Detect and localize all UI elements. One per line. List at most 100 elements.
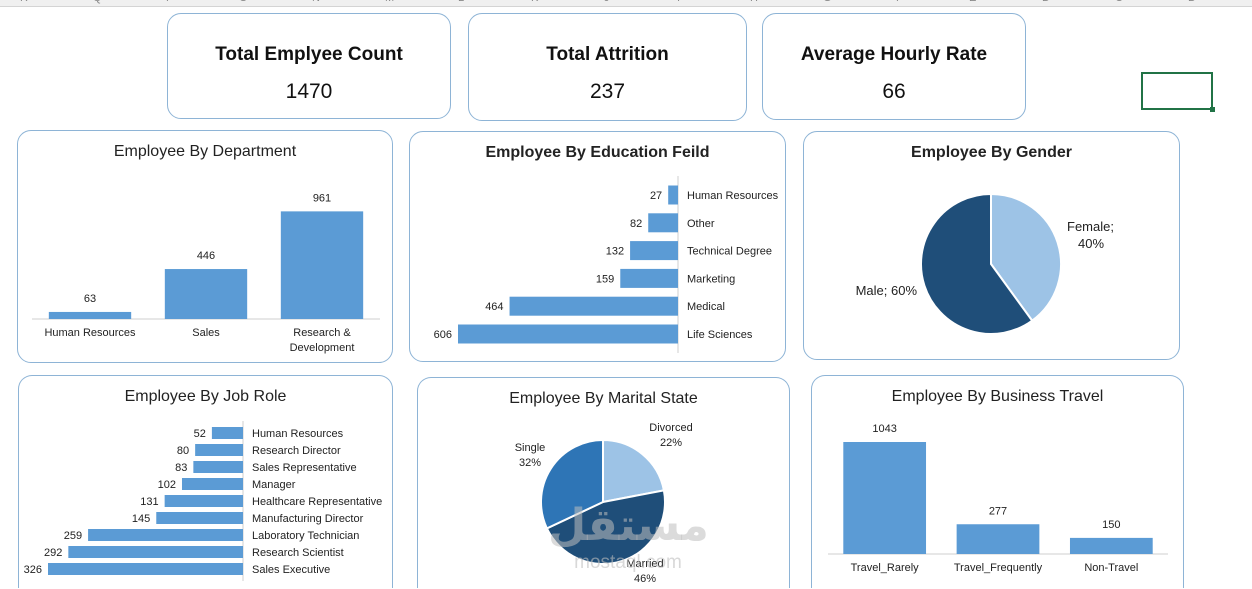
kpi-title: Total Emplyee Count bbox=[215, 44, 403, 65]
tick-label: Life Sciences bbox=[687, 329, 753, 341]
column-letter: N bbox=[312, 0, 320, 4]
data-label: 80 bbox=[177, 445, 189, 457]
data-label: 961 bbox=[313, 192, 331, 204]
bar bbox=[630, 241, 678, 261]
gender-chart: Female; 40% Male; 60% bbox=[856, 192, 1114, 335]
data-label: 464 bbox=[485, 301, 503, 313]
data-label: 82 bbox=[630, 218, 642, 230]
chart-title: Employee By Gender bbox=[911, 144, 1072, 161]
tick-label: Medical bbox=[687, 301, 725, 313]
slice-percent: 22% bbox=[660, 437, 682, 449]
travel-chart: 1043 Travel_Rarely 277 Travel_Frequently 150… bbox=[828, 423, 1168, 574]
data-label: 145 bbox=[132, 513, 150, 525]
tick-label: Research Scientist bbox=[252, 547, 344, 559]
tick-label: Research & bbox=[293, 327, 351, 339]
tick-label: Human Resources bbox=[252, 428, 344, 440]
column-letter: M bbox=[385, 0, 394, 4]
column-letter: G bbox=[823, 0, 832, 4]
selected-cell[interactable] bbox=[1141, 72, 1215, 112]
slice-percent: 32% bbox=[519, 457, 541, 469]
column-letter: C bbox=[1115, 0, 1123, 4]
slice-percent: 40% bbox=[1078, 236, 1104, 251]
tick-label: Travel_Rarely bbox=[851, 562, 920, 574]
tick-label: Other bbox=[687, 218, 715, 230]
chart-title: Employee By Business Travel bbox=[891, 388, 1104, 405]
column-letter: H bbox=[750, 0, 758, 4]
bar bbox=[620, 268, 678, 288]
column-letter: L bbox=[458, 0, 464, 4]
bar bbox=[156, 512, 243, 524]
tick-label: Sales Executive bbox=[252, 564, 330, 576]
tick-label: Research Director bbox=[252, 445, 341, 457]
column-letter: D bbox=[1042, 0, 1050, 4]
pie-slice bbox=[545, 489, 666, 565]
column-letter: K bbox=[531, 0, 538, 4]
tick-label: Sales Representative bbox=[252, 462, 357, 474]
data-label: 277 bbox=[989, 505, 1007, 517]
jobrole-chart: 52 Human Resources 80 Research Director 83 Sa… bbox=[24, 421, 382, 581]
slice-label: Married bbox=[626, 558, 663, 570]
kpi-title: Total Attrition bbox=[546, 44, 669, 65]
chart-card-marital: Employee By Marital State Divorced 22% Mar… bbox=[417, 377, 790, 588]
data-label: 292 bbox=[44, 547, 62, 559]
tick-label: Laboratory Technician bbox=[252, 530, 359, 542]
bar bbox=[509, 296, 678, 316]
data-label: 27 bbox=[650, 190, 662, 202]
bar bbox=[181, 478, 243, 490]
sheet-column-header: RQPONMLKJIHGFEDCB bbox=[0, 0, 1252, 7]
data-label: 159 bbox=[596, 273, 614, 285]
data-label: 52 bbox=[194, 428, 206, 440]
chart-card-department: Employee By Department 63 Human Resources… bbox=[17, 130, 393, 363]
bar bbox=[193, 461, 243, 473]
bar bbox=[195, 444, 243, 456]
slice-percent: 46% bbox=[634, 573, 656, 585]
slice-label: Female; bbox=[1067, 219, 1114, 234]
column-letter: O bbox=[239, 0, 248, 4]
column-letter: F bbox=[896, 0, 903, 4]
column-letter: E bbox=[969, 0, 976, 4]
data-label: 1043 bbox=[872, 423, 896, 435]
chart-title: Employee By Job Role bbox=[124, 388, 287, 405]
bar bbox=[211, 427, 243, 439]
pie-slice bbox=[602, 438, 666, 504]
bar bbox=[843, 442, 927, 554]
chart-title: Employee By Department bbox=[113, 143, 297, 160]
tick-label: Human Resources bbox=[687, 190, 779, 202]
data-label: 606 bbox=[434, 329, 452, 341]
column-letter: J bbox=[604, 0, 610, 4]
department-chart: 63 Human Resources 446 Sales 961 Research & De… bbox=[32, 192, 380, 354]
chart-title: Employee By Education Feild bbox=[485, 144, 710, 161]
slice-label: Single bbox=[515, 442, 546, 454]
kpi-card-attrition: Total Attrition 237 bbox=[468, 13, 747, 121]
marital-chart: Divorced 22% Married 46% Single 32% bbox=[515, 422, 693, 585]
tick-label: Healthcare Representative bbox=[252, 496, 382, 508]
tick-label: Travel_Frequently bbox=[954, 562, 1043, 574]
bar bbox=[956, 524, 1040, 554]
chart-title: Employee By Marital State bbox=[509, 390, 698, 407]
bar bbox=[280, 211, 364, 319]
tick-label: Manager bbox=[252, 479, 296, 491]
education-chart: 27 Human Resources 82 Other 132 Technical Deg… bbox=[434, 176, 779, 353]
kpi-value: 1470 bbox=[285, 80, 333, 103]
bar bbox=[1069, 537, 1153, 554]
chart-card-travel: Employee By Business Travel 1043 Travel_R… bbox=[811, 375, 1184, 588]
slice-label: Divorced bbox=[649, 422, 692, 434]
bar bbox=[48, 311, 132, 319]
pie-slice bbox=[990, 192, 1062, 323]
pie-slice bbox=[540, 438, 604, 530]
data-label: 259 bbox=[64, 530, 82, 542]
data-label: 102 bbox=[158, 479, 176, 491]
bar bbox=[164, 269, 248, 319]
data-label: 131 bbox=[140, 496, 158, 508]
data-label: 132 bbox=[606, 246, 624, 258]
column-letter: I bbox=[677, 0, 680, 4]
pie-slice bbox=[920, 192, 1034, 335]
data-label: 446 bbox=[197, 250, 215, 262]
data-label: 83 bbox=[175, 462, 187, 474]
kpi-value: 237 bbox=[589, 80, 626, 103]
data-label: 150 bbox=[1102, 519, 1120, 531]
tick-label: Human Resources bbox=[44, 327, 136, 339]
column-letter: P bbox=[166, 0, 173, 4]
kpi-value: 66 bbox=[882, 80, 906, 103]
bar bbox=[164, 495, 243, 507]
